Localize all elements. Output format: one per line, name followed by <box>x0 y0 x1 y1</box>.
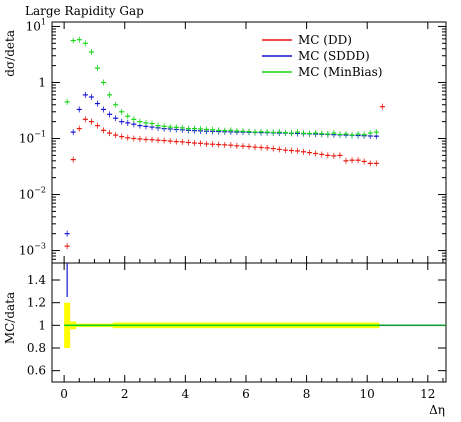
x-tick-label: 6 <box>242 387 250 401</box>
legend-label: MC (MinBias) <box>298 65 382 79</box>
x-tick-label: 4 <box>182 387 190 401</box>
x-tick-label: 8 <box>303 387 311 401</box>
legend: MC (DD) MC (SDDD) MC (MinBias) <box>262 33 382 79</box>
x-tick-label: 10 <box>360 387 375 401</box>
series-0 <box>64 103 385 250</box>
ratio-panel: 0 2 4 6 8 10 12 0.6 0.8 1 1.2 1.4 <box>27 262 447 401</box>
legend-label: MC (SDDD) <box>298 49 370 63</box>
ratio-y-tick-label: 0.6 <box>27 364 46 378</box>
x-tick-label: 12 <box>420 387 435 401</box>
y-tick-label: 10−1 <box>19 130 46 146</box>
y-tick-label: 1 <box>38 75 46 89</box>
top-frame <box>51 21 447 264</box>
x-tick-label: 2 <box>121 387 129 401</box>
ratio-frame <box>51 262 447 383</box>
x-tick-label: 0 <box>60 387 68 401</box>
y-tick-label: 10−3 <box>19 242 46 258</box>
ratio-y-tick-label: 1.2 <box>27 296 46 310</box>
x-axis-label: Δη <box>429 403 445 417</box>
chart-title: Large Rapidity Gap <box>25 4 144 18</box>
legend-label: MC (DD) <box>298 33 352 47</box>
ratio-y-tick-label: 1 <box>38 318 46 332</box>
ratio-y-axis-label: MC/data <box>3 292 17 344</box>
series-2 <box>64 36 379 139</box>
ratio-y-tick-label: 0.8 <box>27 341 46 355</box>
top-panel: 10−3 10−2 10−1 1 101 <box>19 17 447 264</box>
series-1 <box>64 91 379 237</box>
ratio-y-tick-label: 1.4 <box>27 273 46 287</box>
top-y-axis-label: dσ/deta <box>3 30 17 77</box>
y-tick-label: 10−2 <box>19 186 46 202</box>
y-tick-label: 101 <box>26 17 46 33</box>
